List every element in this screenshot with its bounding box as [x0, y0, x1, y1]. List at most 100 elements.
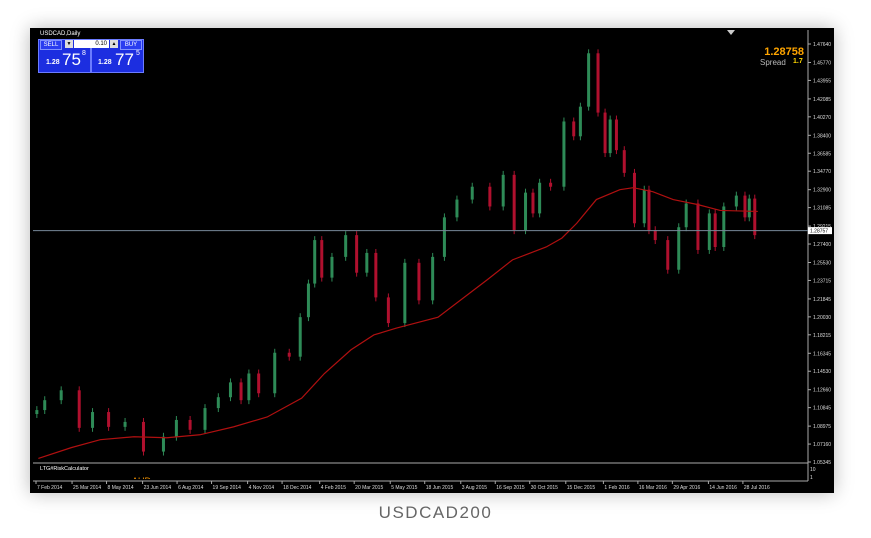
x-tick-label: 19 Sep 2014	[213, 485, 242, 491]
chart-shift-marker-icon[interactable]	[727, 30, 735, 35]
spread-value: 1.7	[793, 58, 803, 65]
y-tick-label: 1.08975	[813, 424, 831, 430]
sell-button[interactable]: SELL	[40, 40, 62, 50]
y-tick-label: 1.38400	[813, 133, 831, 139]
x-tick-label: 4 Nov 2014	[249, 485, 275, 491]
y-tick-label: 1.32900	[813, 188, 831, 194]
x-tick-label: 3 Aug 2015	[462, 485, 488, 491]
candle	[549, 182, 553, 187]
y-tick-label: 1.20030	[813, 315, 831, 321]
candle	[287, 352, 291, 357]
y-tick-label: 1.40270	[813, 115, 831, 121]
candle	[707, 213, 711, 250]
y-tick-label: 1.21845	[813, 297, 831, 303]
image-caption: USDCAD200	[378, 503, 493, 522]
lot-size-input[interactable]: 0.10	[74, 40, 109, 48]
y-tick-label: 1.16345	[813, 351, 831, 357]
candle	[313, 240, 317, 284]
y-tick-label: 1.31085	[813, 206, 831, 212]
candle	[743, 195, 747, 218]
candle	[753, 198, 757, 236]
indicator-partial-text: AUD	[132, 474, 151, 479]
x-tick-label: 4 Feb 2015	[321, 485, 347, 491]
x-tick-label: 14 Jun 2016	[709, 485, 737, 491]
spread-label: Spread	[760, 58, 786, 67]
candle	[587, 53, 591, 107]
candle	[647, 189, 651, 231]
candle	[365, 252, 369, 273]
buy-price-prefix: 1.28	[98, 59, 112, 66]
buy-button[interactable]: BUY	[120, 40, 142, 50]
candle	[603, 112, 607, 154]
sell-price-sup: 8	[82, 50, 86, 57]
candle	[614, 119, 618, 151]
candle	[531, 192, 535, 214]
candle	[596, 53, 600, 113]
x-tick-label: 6 Aug 2014	[178, 485, 204, 491]
sell-price-prefix: 1.28	[46, 59, 60, 66]
candle	[257, 373, 261, 394]
candle	[239, 382, 243, 401]
one-click-trading-panel: SELL ▼ 0.10 ▲ BUY 1.28 75 8 1.28 77 5	[38, 39, 144, 73]
candle	[43, 400, 47, 411]
buy-price-big: 77	[115, 50, 134, 69]
y-tick-label: 1.05345	[813, 460, 831, 466]
x-tick-label: 7 Feb 2014	[37, 485, 63, 491]
lot-decrease-icon[interactable]: ▼	[65, 40, 73, 48]
candle	[622, 150, 626, 173]
y-tick-label: 1.43955	[813, 78, 831, 84]
candle	[123, 421, 127, 427]
moving-average-line	[38, 187, 758, 460]
candle	[538, 182, 542, 214]
candle	[161, 436, 165, 452]
candle	[403, 262, 407, 324]
x-tick-label: 25 Mar 2014	[73, 485, 101, 491]
candle	[330, 256, 334, 278]
candle	[696, 203, 700, 250]
candle	[562, 121, 566, 187]
candle	[455, 199, 459, 218]
candle	[344, 235, 348, 257]
candle	[578, 106, 582, 137]
candle	[228, 382, 232, 398]
y-tick-label: 1.25530	[813, 261, 831, 267]
x-tick-label: 30 Oct 2015	[531, 485, 558, 491]
x-tick-label: 1 Feb 2016	[604, 485, 630, 491]
candle	[247, 373, 251, 401]
y-tick-label: 1.10845	[813, 406, 831, 412]
x-tick-label: 23 Jun 2014	[144, 485, 172, 491]
candle	[470, 186, 474, 200]
x-tick-label: 29 Apr 2016	[673, 485, 700, 491]
x-tick-label: 20 Mar 2015	[355, 485, 383, 491]
chart-title: USDCAD,Daily	[40, 31, 81, 37]
indicator-name: LTG#RiskCalculator	[40, 466, 89, 472]
bid-price-label-box	[808, 227, 832, 235]
lot-increase-icon[interactable]: ▲	[110, 40, 118, 48]
x-tick-label: 15 Dec 2015	[567, 485, 596, 491]
y-tick-label: 1.34770	[813, 169, 831, 175]
candle	[107, 412, 111, 427]
candle	[417, 262, 421, 301]
sell-price-big: 75	[62, 50, 81, 69]
candle	[216, 397, 220, 409]
y-tick-label: 1.14530	[813, 369, 831, 375]
candle	[722, 206, 726, 247]
candle	[653, 230, 657, 241]
indicator-axis-label: 10	[810, 467, 816, 473]
candle	[306, 283, 310, 318]
candle	[273, 352, 277, 394]
candle	[442, 217, 446, 257]
candle	[91, 412, 95, 428]
y-tick-label: 1.18215	[813, 333, 831, 339]
x-tick-label: 18 Dec 2014	[283, 485, 312, 491]
x-tick-label: 5 May 2015	[391, 485, 417, 491]
candle	[512, 174, 516, 231]
x-tick-label: 8 May 2014	[108, 485, 134, 491]
y-tick-label: 1.07160	[813, 442, 831, 448]
y-tick-label: 1.42085	[813, 97, 831, 103]
x-tick-label: 18 Jun 2015	[426, 485, 454, 491]
y-tick-label: 1.27400	[813, 242, 831, 248]
candle	[386, 297, 390, 324]
indicator-axis-label: 1	[810, 475, 813, 481]
